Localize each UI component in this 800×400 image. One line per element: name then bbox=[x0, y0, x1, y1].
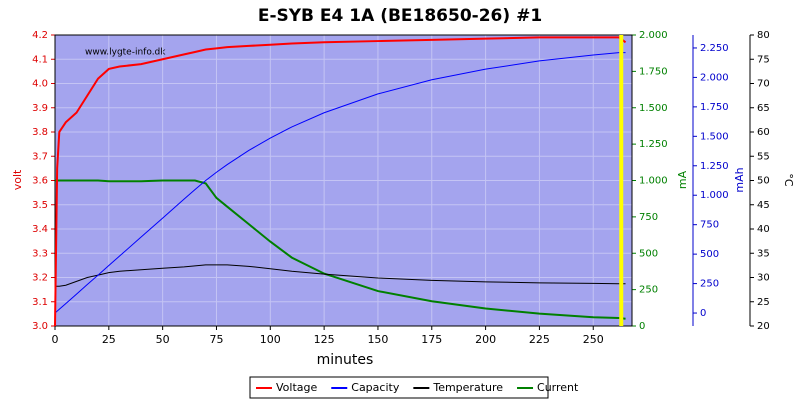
y3-tick-label: 1.250 bbox=[700, 161, 729, 172]
y4-tick-label: 20 bbox=[757, 321, 770, 332]
x-axis-label: minutes bbox=[317, 352, 374, 368]
y-tick-label: 3.5 bbox=[32, 200, 48, 211]
y4-tick-label: 55 bbox=[757, 151, 770, 162]
y4-axis-label: °C bbox=[782, 173, 795, 187]
y4-tick-label: 80 bbox=[757, 30, 770, 41]
y4-tick-label: 35 bbox=[757, 248, 770, 259]
y4-tick-label: 65 bbox=[757, 103, 770, 114]
y2-tick-label: 0 bbox=[639, 321, 645, 332]
series-line bbox=[55, 179, 626, 320]
y2-tick-label: 1.000 bbox=[639, 176, 668, 187]
y3-tick-label: 2.250 bbox=[700, 43, 729, 54]
y-tick-label: 3.3 bbox=[32, 248, 48, 259]
y-tick-label: 3.8 bbox=[32, 127, 48, 138]
y-tick-label: 4.1 bbox=[32, 54, 48, 65]
y3-tick-label: 1.000 bbox=[700, 190, 729, 201]
y3-axis-label: mAh bbox=[733, 167, 746, 192]
y4-tick-label: 25 bbox=[757, 297, 770, 308]
y4-tick-label: 40 bbox=[757, 224, 770, 235]
legend-label: Current bbox=[537, 381, 579, 394]
legend-label: Capacity bbox=[351, 381, 400, 394]
x-tick-label: 225 bbox=[529, 333, 550, 346]
y4-tick-label: 70 bbox=[757, 79, 770, 90]
y2-tick-label: 1.250 bbox=[639, 139, 668, 150]
y3-tick-label: 500 bbox=[700, 249, 719, 260]
y-tick-label: 4.2 bbox=[32, 30, 48, 41]
series-line bbox=[54, 52, 626, 314]
x-tick-label: 25 bbox=[102, 333, 116, 346]
watermark: www.lygte-info.dk bbox=[85, 48, 166, 58]
y2-tick-label: 1.750 bbox=[639, 66, 668, 77]
y3-tick-label: 250 bbox=[700, 279, 719, 290]
y4-tick-label: 50 bbox=[757, 176, 770, 187]
series-line bbox=[54, 36, 627, 327]
y-axis-label: volt bbox=[11, 169, 24, 190]
x-tick-label: 150 bbox=[367, 333, 388, 346]
y4-tick-label: 75 bbox=[757, 54, 770, 65]
y-tick-label: 3.9 bbox=[32, 103, 48, 114]
y3-tick-label: 2.000 bbox=[700, 72, 729, 83]
y4-tick-label: 45 bbox=[757, 200, 770, 211]
y-tick-label: 3.4 bbox=[32, 224, 48, 235]
y-tick-label: 3.7 bbox=[32, 151, 48, 162]
x-tick-label: 250 bbox=[583, 333, 604, 346]
y2-axis-label: mA bbox=[676, 170, 689, 189]
y-tick-label: 3.1 bbox=[32, 297, 48, 308]
y2-tick-label: 500 bbox=[639, 248, 658, 259]
x-tick-label: 175 bbox=[421, 333, 442, 346]
y3-tick-label: 1.500 bbox=[700, 131, 729, 142]
x-tick-label: 100 bbox=[260, 333, 281, 346]
x-tick-label: 200 bbox=[475, 333, 496, 346]
y2-tick-label: 1.500 bbox=[639, 103, 668, 114]
y2-tick-label: 250 bbox=[639, 285, 658, 296]
x-tick-label: 0 bbox=[52, 333, 59, 346]
y3-tick-label: 750 bbox=[700, 220, 719, 231]
y4-tick-label: 60 bbox=[757, 127, 770, 138]
y-tick-label: 4.0 bbox=[32, 79, 48, 90]
y3-tick-label: 0 bbox=[700, 308, 706, 319]
y3-tick-label: 1.750 bbox=[700, 102, 729, 113]
legend-label: Temperature bbox=[432, 381, 503, 394]
x-tick-label: 125 bbox=[314, 333, 335, 346]
series-line bbox=[55, 264, 626, 287]
y-tick-label: 3.2 bbox=[32, 273, 48, 284]
chart-title: E-SYB E4 1A (BE18650-26) #1 bbox=[258, 6, 542, 26]
y-tick-label: 3.0 bbox=[32, 321, 48, 332]
legend-label: Voltage bbox=[276, 381, 317, 394]
y2-tick-label: 2.000 bbox=[639, 30, 668, 41]
y-tick-label: 3.6 bbox=[32, 176, 48, 187]
y2-tick-label: 750 bbox=[639, 212, 658, 223]
x-tick-label: 50 bbox=[156, 333, 170, 346]
legend bbox=[249, 376, 549, 399]
y4-tick-label: 30 bbox=[757, 273, 770, 284]
x-tick-label: 75 bbox=[209, 333, 223, 346]
